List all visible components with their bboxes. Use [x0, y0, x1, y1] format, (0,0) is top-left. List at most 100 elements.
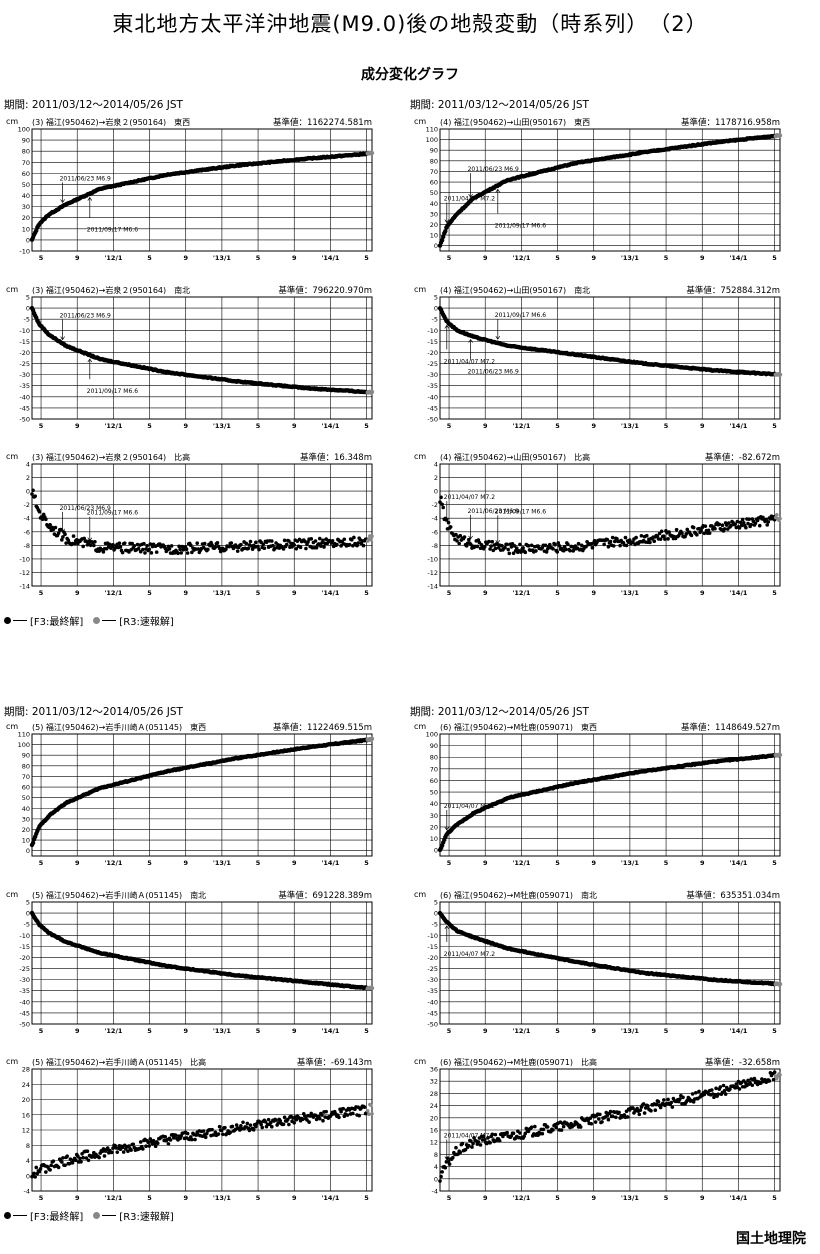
data-point — [753, 521, 758, 526]
x-tick-label: 5 — [39, 859, 44, 867]
data-point — [204, 1131, 209, 1136]
y-tick-label: 0 — [26, 488, 30, 496]
y-tick-label: -10 — [427, 555, 438, 563]
data-point — [778, 516, 782, 521]
data-point — [86, 1158, 91, 1163]
y-tick-label: 30 — [22, 203, 30, 211]
data-point — [224, 547, 228, 551]
rapid-solution-marker — [93, 1212, 101, 1219]
y-tick-label: 80 — [430, 754, 438, 762]
data-point — [292, 1120, 296, 1125]
data-point — [118, 545, 123, 549]
y-tick-label: 0 — [434, 910, 438, 918]
data-point — [662, 534, 666, 538]
data-point — [271, 543, 275, 548]
y-tick-label: -50 — [19, 416, 30, 424]
data-point — [321, 1118, 325, 1123]
x-tick-label: '12/1 — [512, 254, 530, 262]
x-tick-label: 5 — [256, 1027, 261, 1035]
data-point — [158, 542, 162, 546]
data-point — [471, 1141, 475, 1146]
data-point — [472, 1136, 476, 1140]
data-point — [439, 1174, 443, 1179]
y-tick-label: -40 — [19, 393, 30, 401]
x-tick-label: 5 — [256, 422, 261, 430]
x-tick-label: '14/1 — [729, 422, 747, 430]
chart-title: (4) 福江(950462)→山田(950167) 比高 — [440, 453, 591, 462]
data-point — [631, 1106, 635, 1110]
chart-panel: cm (4) 福江(950462)→山田(950167) 比高 基準値：-82.67… — [412, 450, 786, 605]
data-point — [61, 535, 65, 539]
y-tick-label: 0 — [434, 305, 438, 313]
y-tick-label: -20 — [427, 349, 438, 357]
data-point — [317, 536, 322, 541]
data-point — [518, 542, 522, 547]
data-point — [610, 1114, 615, 1119]
data-point — [370, 534, 374, 539]
reference-value: 基準値：1122469.515m — [272, 723, 372, 733]
data-point — [339, 544, 343, 548]
period-label-bottom-left: 期間: 2011/03/12～2014/05/26 JST — [4, 706, 183, 718]
annotation-label: 2011/04/07 M7.2 — [444, 803, 495, 810]
data-point — [514, 546, 519, 550]
data-point — [612, 539, 617, 544]
data-point — [634, 535, 638, 540]
y-tick-label: 80 — [22, 762, 30, 770]
data-point — [309, 537, 314, 541]
reference-value: 基準値：796220.970m — [278, 286, 372, 296]
x-tick-label: '12/1 — [104, 422, 122, 430]
data-point — [254, 1124, 258, 1129]
data-point — [747, 517, 751, 521]
data-point — [623, 535, 628, 540]
data-point — [440, 502, 444, 507]
data-point — [81, 544, 85, 549]
y-tick-label: 90 — [430, 147, 438, 155]
data-point — [441, 505, 445, 510]
y-tick-label: 4 — [26, 1157, 30, 1165]
data-point — [105, 1146, 110, 1150]
y-tick-label: 0 — [26, 1172, 30, 1180]
y-tick-label: -25 — [19, 965, 30, 973]
data-point — [274, 1118, 278, 1122]
y-tick-label: -30 — [427, 371, 438, 379]
y-tick-label: -15 — [19, 943, 30, 951]
data-point — [624, 543, 629, 548]
y-tick-label: -50 — [19, 1021, 30, 1029]
plot-frame — [31, 901, 373, 1025]
data-point — [76, 1154, 80, 1158]
data-point — [111, 543, 115, 547]
data-point — [30, 840, 36, 846]
data-point — [193, 1137, 197, 1142]
data-point — [556, 541, 561, 545]
data-point — [777, 372, 783, 377]
chart-title: (3) 福江(950462)→岩泉２(950164) 比高 — [32, 453, 191, 462]
data-point — [189, 543, 193, 548]
data-point — [298, 545, 303, 550]
data-point — [92, 543, 96, 548]
data-point — [307, 1120, 311, 1124]
chart-panel: cm (5) 福江(950462)→岩手川崎Ａ(051145) 比高 基準値：-69… — [4, 1055, 378, 1210]
annotation-label: 2011/09/17 M6.6 — [495, 508, 546, 515]
data-point — [593, 1120, 598, 1124]
data-point — [605, 537, 610, 542]
data-point — [727, 521, 731, 525]
plot-frame — [439, 901, 781, 1025]
plot-frame — [31, 128, 373, 252]
annotation-label: 2011/06/23 M6.9 — [60, 313, 111, 320]
data-point — [314, 1117, 319, 1122]
y-tick-label: 4 — [434, 1163, 438, 1171]
annotation-arrowhead — [495, 540, 501, 544]
data-point — [335, 542, 339, 547]
data-point — [292, 543, 296, 547]
data-point — [666, 537, 670, 541]
data-point — [229, 541, 234, 545]
annotation-arrowhead — [444, 219, 450, 224]
x-tick-label: 5 — [664, 254, 669, 262]
chart-panel: cm (6) 福江(950462)→M牡鹿(059071) 東西 基準値：11486… — [412, 720, 786, 875]
axis-unit-label: cm — [6, 285, 19, 294]
y-tick-label: 90 — [22, 752, 30, 760]
data-point — [76, 541, 80, 546]
data-point — [765, 523, 770, 527]
period-label-top-right: 期間: 2011/03/12～2014/05/26 JST — [410, 99, 589, 111]
data-point — [88, 543, 93, 548]
